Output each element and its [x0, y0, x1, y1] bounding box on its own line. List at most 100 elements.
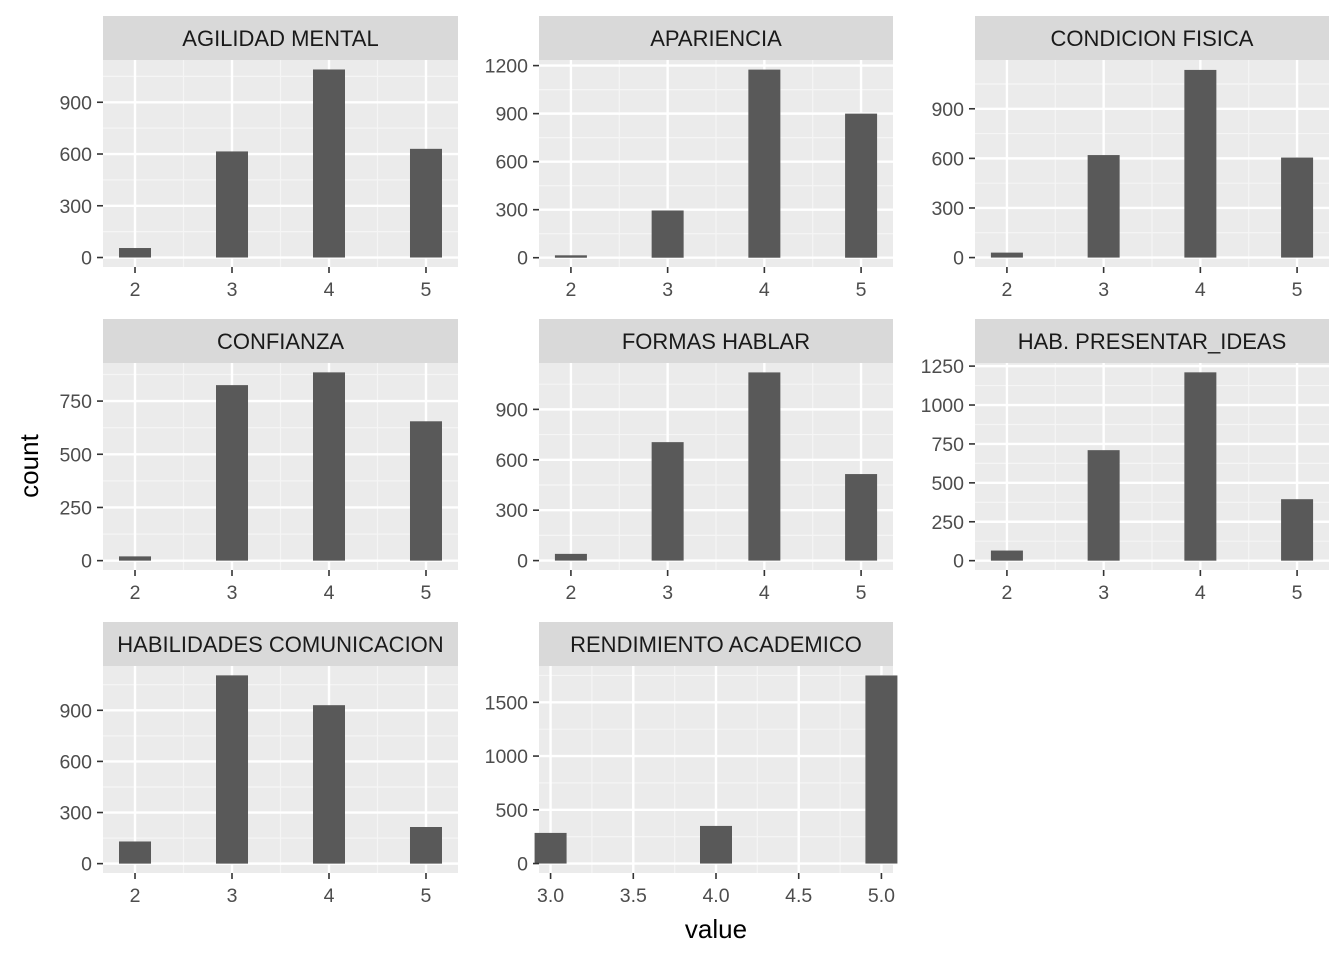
- facet-strip-label: HABILIDADES COMUNICACION: [117, 632, 443, 657]
- facet-strip-label: HAB. PRESENTAR_IDEAS: [1018, 329, 1287, 354]
- y-tick-label: 500: [495, 800, 528, 822]
- y-tick-label: 1200: [485, 56, 529, 78]
- bar: [748, 372, 781, 561]
- x-tick-label: 5: [421, 279, 432, 301]
- y-tick-label: 0: [81, 854, 92, 876]
- bar: [1184, 372, 1217, 561]
- x-tick-label: 4: [759, 279, 770, 301]
- x-tick-label: 2: [130, 582, 141, 604]
- y-tick-label: 900: [59, 92, 92, 114]
- x-tick-label: 2: [565, 279, 576, 301]
- facet-panel: CONDICION FISICA 0 300 600 900 2 3 4 5: [931, 16, 1329, 301]
- facet-panel: APARIENCIA 0 300 600 900 1200 2 3 4 5: [485, 16, 893, 301]
- y-tick-label: 500: [931, 473, 964, 495]
- facet-strip: [103, 319, 458, 363]
- y-tick-label: 0: [81, 248, 92, 270]
- y-tick-label: 300: [495, 500, 528, 522]
- y-tick-label: 300: [59, 196, 92, 218]
- facet-strip: [975, 319, 1329, 363]
- y-tick-label: 0: [517, 248, 528, 270]
- x-tick-label: 3: [227, 885, 238, 907]
- y-tick-label: 0: [517, 551, 528, 573]
- x-tick-label: 4: [1195, 582, 1206, 604]
- bar: [748, 69, 781, 258]
- y-tick-label: 750: [59, 391, 92, 413]
- x-tick-label: 4.0: [702, 885, 729, 907]
- x-tick-label: 5: [1292, 582, 1303, 604]
- x-tick-label: 4: [759, 582, 770, 604]
- x-tick-label: 4.5: [785, 885, 812, 907]
- x-tick-label: 5: [856, 279, 867, 301]
- facet-strip: [539, 622, 893, 666]
- y-tick-label: 600: [495, 152, 528, 174]
- bar: [990, 550, 1023, 561]
- facet-strip: [103, 622, 458, 666]
- bar: [845, 474, 878, 561]
- facet-strip: [103, 16, 458, 60]
- x-tick-label: 2: [130, 279, 141, 301]
- bar: [554, 255, 587, 258]
- facet-panel: HABILIDADES COMUNICACION 0 300 600 900 2 3 4 5: [59, 622, 458, 907]
- y-tick-label: 1000: [485, 746, 529, 768]
- y-tick-label: 0: [517, 854, 528, 876]
- bar: [216, 151, 249, 258]
- bar: [700, 825, 732, 864]
- facet-panel: AGILIDAD MENTAL 0 300 600 900 2 3 4 5: [59, 16, 458, 301]
- x-tick-label: 3: [1098, 279, 1109, 301]
- y-tick-label: 600: [59, 144, 92, 166]
- facet-panel: FORMAS HABLAR 0 300 600 900 2 3 4 5: [495, 319, 893, 604]
- bar: [651, 442, 684, 561]
- y-tick-label: 600: [495, 450, 528, 472]
- y-tick-label: 0: [81, 551, 92, 573]
- y-tick-label: 900: [495, 104, 528, 126]
- x-tick-label: 3: [227, 582, 238, 604]
- y-tick-label: 300: [59, 803, 92, 825]
- bar: [651, 210, 684, 258]
- bar: [1087, 155, 1120, 258]
- bar: [119, 556, 152, 561]
- x-tick-label: 4: [324, 885, 335, 907]
- facet-strip-label: RENDIMIENTO ACADEMICO: [570, 632, 862, 657]
- bar: [216, 385, 249, 561]
- y-tick-label: 0: [953, 551, 964, 573]
- bar: [119, 248, 152, 258]
- x-tick-label: 5: [856, 582, 867, 604]
- bar: [312, 372, 345, 561]
- y-tick-label: 900: [931, 99, 964, 121]
- x-tick-label: 4: [324, 582, 335, 604]
- y-tick-label: 0: [953, 248, 964, 270]
- y-axis-title: count: [14, 433, 44, 497]
- bar: [409, 148, 442, 258]
- bar: [1281, 499, 1314, 561]
- y-tick-label: 900: [59, 700, 92, 722]
- x-tick-label: 3.5: [620, 885, 647, 907]
- facet-strip: [975, 16, 1329, 60]
- y-tick-label: 1500: [485, 692, 529, 714]
- x-tick-label: 3: [662, 279, 673, 301]
- x-tick-label: 5: [1292, 279, 1303, 301]
- x-tick-label: 3.0: [537, 885, 564, 907]
- bar: [312, 705, 345, 864]
- x-tick-label: 2: [565, 582, 576, 604]
- facet-panel: RENDIMIENTO ACADEMICO 0 500 1000 1500 3.0 3.5 4…: [485, 622, 898, 907]
- facet-strip-label: FORMAS HABLAR: [622, 329, 810, 354]
- y-tick-label: 250: [59, 497, 92, 519]
- bar: [312, 69, 345, 258]
- facet-strip-label: CONFIANZA: [217, 329, 344, 354]
- y-tick-label: 750: [931, 434, 964, 456]
- bar: [534, 832, 567, 864]
- y-tick-label: 600: [931, 148, 964, 170]
- y-tick-label: 1250: [921, 356, 965, 378]
- x-tick-label: 5.0: [868, 885, 895, 907]
- facet-panel: CONFIANZA 0 250 500 750 2 3 4 5: [59, 319, 458, 604]
- bar: [845, 113, 878, 258]
- bar: [990, 252, 1023, 258]
- facet-strip-label: AGILIDAD MENTAL: [182, 26, 378, 51]
- x-tick-label: 4: [324, 279, 335, 301]
- x-tick-label: 3: [227, 279, 238, 301]
- bar: [554, 553, 587, 561]
- facet-strip-label: APARIENCIA: [650, 26, 782, 51]
- x-tick-label: 3: [662, 582, 673, 604]
- y-tick-label: 900: [495, 399, 528, 421]
